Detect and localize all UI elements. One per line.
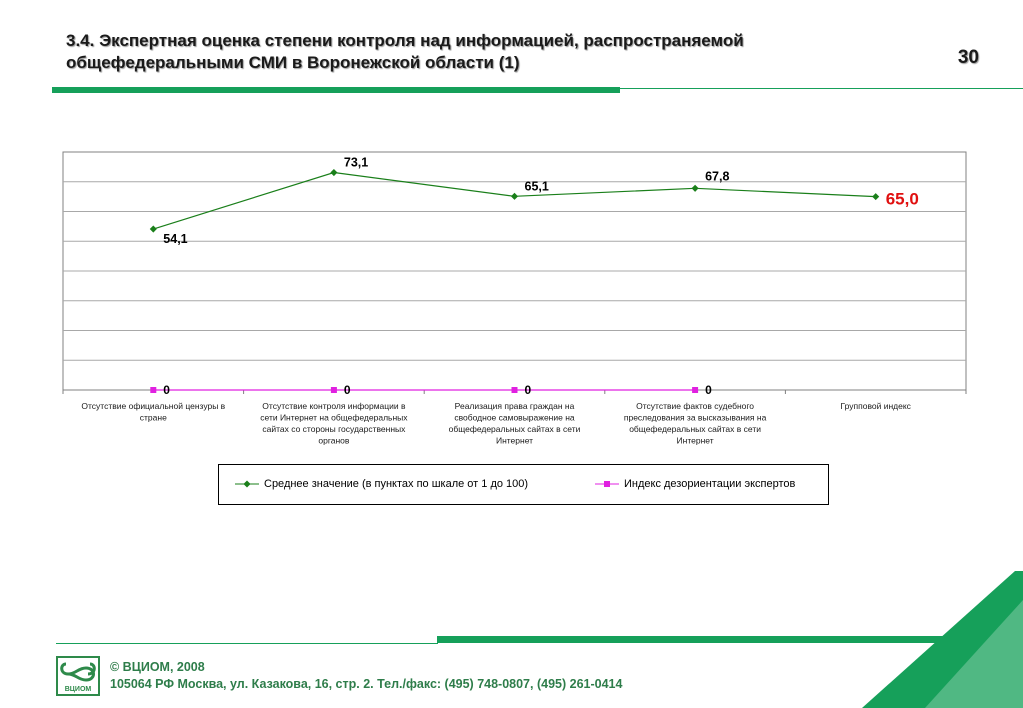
svg-text:ВЦИОМ: ВЦИОМ [65, 686, 92, 693]
legend-disorientation-label: Индекс дезориентации экспертов [624, 478, 796, 490]
legend-item-mean: Среднее значение (в пунктах по шкале от … [235, 478, 528, 490]
header-divider-thin [620, 88, 1023, 89]
page-number: 30 [957, 47, 979, 68]
footer-divider-thin [56, 643, 438, 644]
vciom-logo: ВЦИОМ [56, 656, 100, 696]
chart-legend: Среднее значение (в пунктах по шкале от … [218, 464, 829, 505]
header-divider-thick [52, 87, 620, 93]
legend-disorientation-marker-icon [595, 481, 619, 487]
legend-mean-marker-icon [235, 480, 259, 488]
footer-divider-thick [437, 636, 1023, 643]
legend-item-disorientation: Индекс дезориентации экспертов [595, 478, 795, 490]
slide-title-line-2: общефедеральными СМИ в Воронежской облас… [66, 53, 520, 72]
slide-title-line-1: 3.4. Экспертная оценка степени контроля … [66, 31, 744, 50]
slide-title: 3.4. Экспертная оценка степени контроля … [66, 30, 886, 74]
footer-address: 105064 РФ Москва, ул. Казакова, 16, стр.… [110, 677, 623, 691]
footer: © ВЦИОМ, 2008 105064 РФ Москва, ул. Каза… [110, 659, 622, 693]
legend-mean-label: Среднее значение (в пунктах по шкале от … [264, 478, 529, 490]
footer-copyright: © ВЦИОМ, 2008 [110, 660, 205, 674]
